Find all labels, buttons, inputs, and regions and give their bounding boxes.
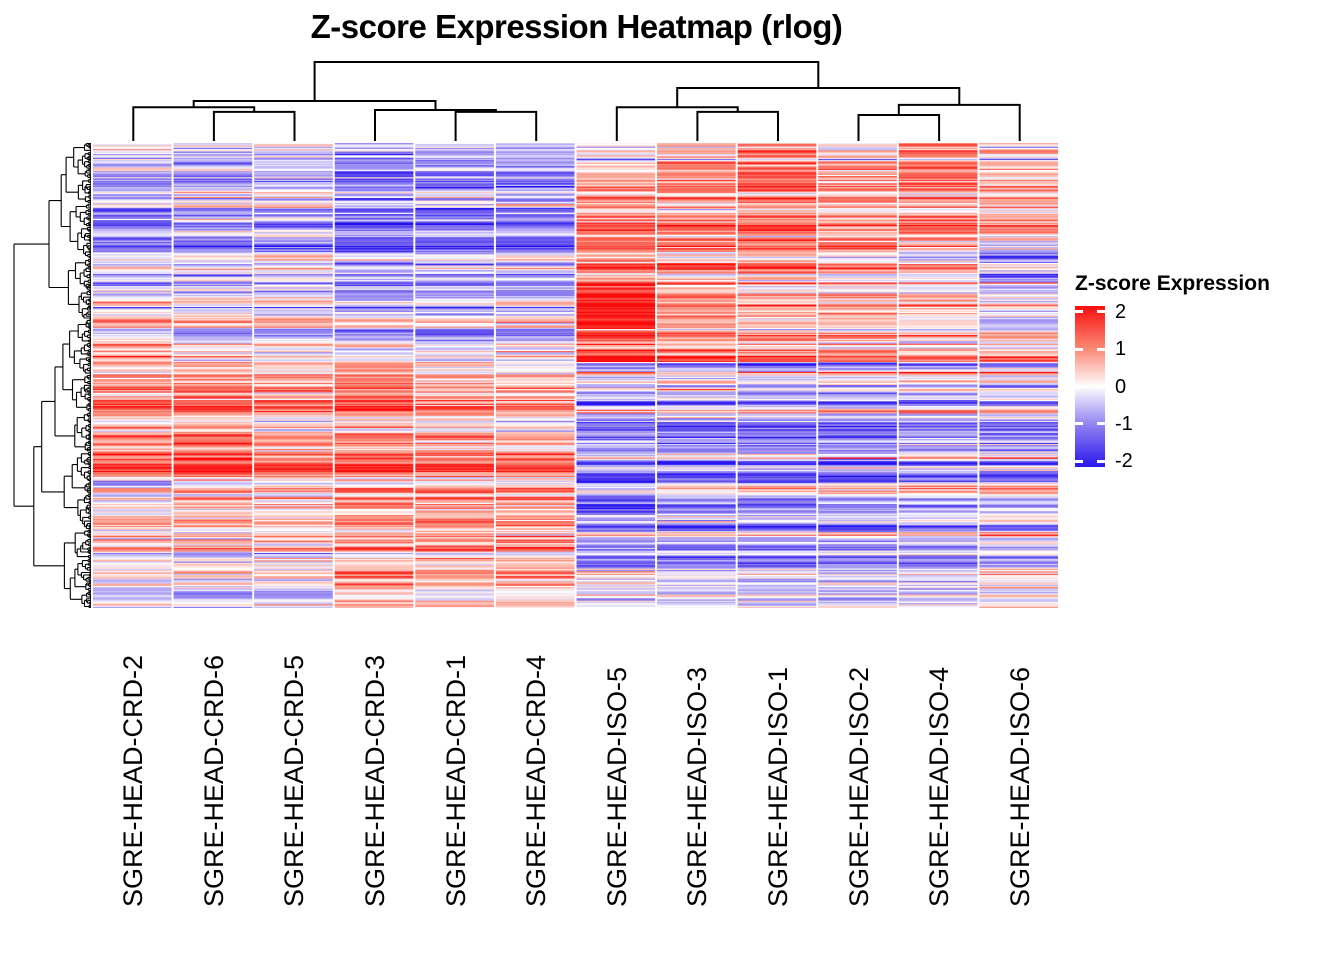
column-label: SGRE-HEAD-ISO-3 [682,666,713,907]
legend-tick-label: 2 [1115,300,1127,323]
column-label: SGRE-HEAD-ISO-6 [1004,666,1035,907]
column-label: SGRE-HEAD-CRD-5 [279,654,310,907]
column-label: SGRE-HEAD-CRD-4 [521,654,552,907]
legend-colorbar: 2 1 0 -1 -2 [1075,302,1341,471]
legend-tick-label: 0 [1115,375,1127,398]
legend-tick-mark [1075,459,1083,463]
column-label: SGRE-HEAD-ISO-4 [924,666,955,907]
legend-tick-label: -1 [1115,412,1133,435]
column-dendrogram [132,61,1021,141]
legend-title: Z-score Expression [1075,272,1270,295]
legend-tick-mark [1097,310,1105,314]
column-label: SGRE-HEAD-CRD-1 [440,654,471,907]
legend-tick-mark [1075,422,1083,426]
legend-tick-mark [1097,422,1105,426]
legend-tick-mark [1075,347,1083,351]
column-label: SGRE-HEAD-CRD-3 [360,654,391,907]
legend-tick-mark [1097,385,1105,388]
heatmap-canvas [93,143,1060,608]
column-label: SGRE-HEAD-CRD-2 [118,654,149,907]
legend-tick-mark [1075,385,1083,388]
column-label: SGRE-HEAD-ISO-1 [762,666,793,907]
row-dendrogram [13,143,91,608]
legend-tick-label: -2 [1115,450,1133,473]
legend-tick-mark [1097,347,1105,351]
column-label: SGRE-HEAD-ISO-2 [843,666,874,907]
legend-tick-mark [1097,459,1105,463]
page-title: Z-score Expression Heatmap (rlog) [310,8,843,45]
column-label: SGRE-HEAD-ISO-5 [601,666,632,907]
legend-tick-label: 1 [1115,338,1127,361]
legend: Z-score Expression 2 1 0 -1 -2 [1073,272,1341,471]
column-label: SGRE-HEAD-CRD-6 [198,654,229,907]
legend-tick-mark [1075,310,1083,314]
